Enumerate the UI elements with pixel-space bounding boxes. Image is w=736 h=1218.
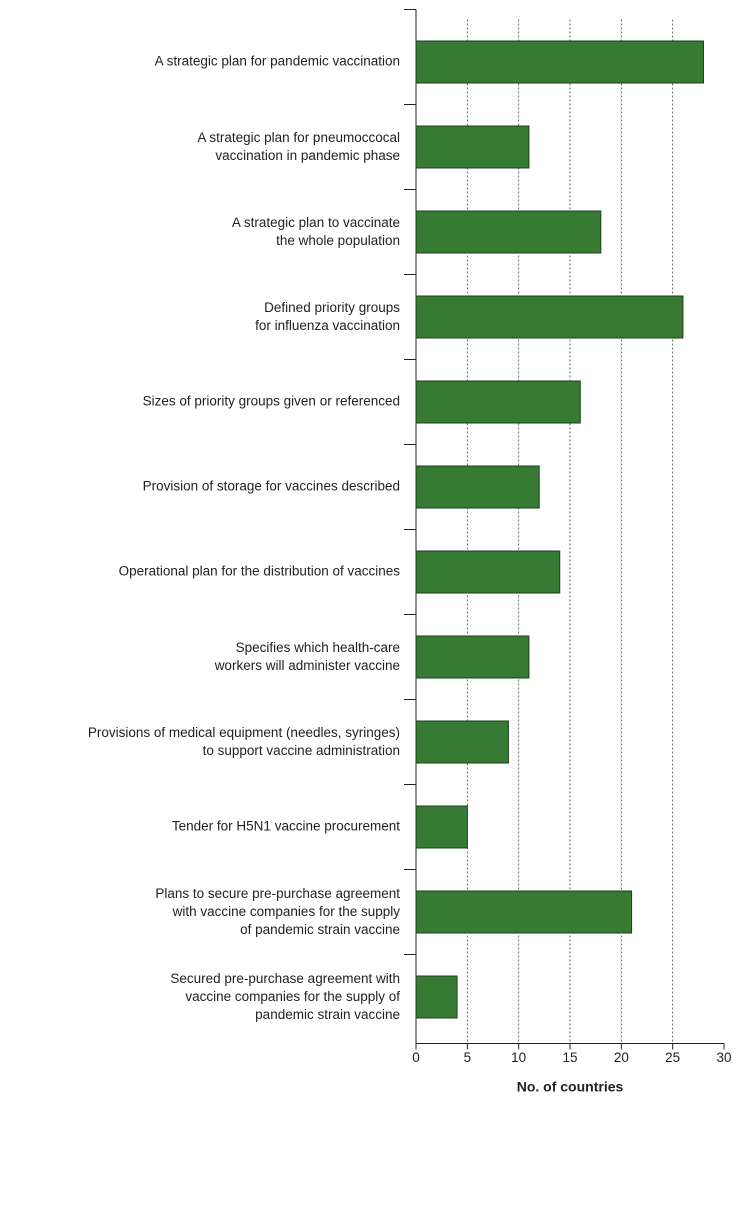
y-tick-label: Provisions of medical equipment (needles… (88, 725, 400, 758)
y-tick-label: Secured pre-purchase agreement with vacci… (170, 971, 400, 1022)
bar (415, 40, 704, 84)
bar (415, 465, 540, 509)
bar (415, 380, 581, 424)
y-tick-label: Operational plan for the distribution of… (119, 564, 401, 579)
x-tick-label: 0 (412, 1050, 420, 1065)
y-tick-label: Provision of storage for vaccines descri… (143, 479, 400, 494)
bar (415, 210, 602, 254)
y-tick-label: A strategic plan for pneumoccocal vaccina… (197, 130, 400, 163)
bar (415, 550, 561, 594)
y-tick-label: Sizes of priority groups given or refere… (143, 394, 400, 409)
x-tick-label: 10 (511, 1050, 526, 1065)
x-tick-label: 25 (665, 1050, 680, 1065)
y-tick-label: Defined priority groups for influenza vac… (255, 300, 400, 333)
x-tick-label: 5 (464, 1050, 472, 1065)
x-tick-label: 15 (562, 1050, 577, 1065)
bar (415, 125, 530, 169)
x-axis-title: No. of countries (517, 1079, 624, 1095)
y-tick-label: A strategic plan for pandemic vaccinatio… (155, 54, 400, 69)
y-tick-label: Specifies which health-care workers will … (214, 640, 400, 673)
bar (415, 805, 468, 849)
bar (415, 635, 530, 679)
y-tick-label: A strategic plan to vaccinate the whole p… (232, 215, 400, 248)
bar (415, 890, 633, 934)
x-tick-label: 20 (614, 1050, 629, 1065)
bar (415, 720, 509, 764)
bar (415, 295, 684, 339)
x-tick-label: 30 (716, 1050, 731, 1065)
bar (415, 975, 458, 1019)
y-tick-label: Tender for H5N1 vaccine procurement (172, 819, 400, 834)
y-tick-label: Plans to secure pre-purchase agreement wi… (155, 886, 400, 937)
